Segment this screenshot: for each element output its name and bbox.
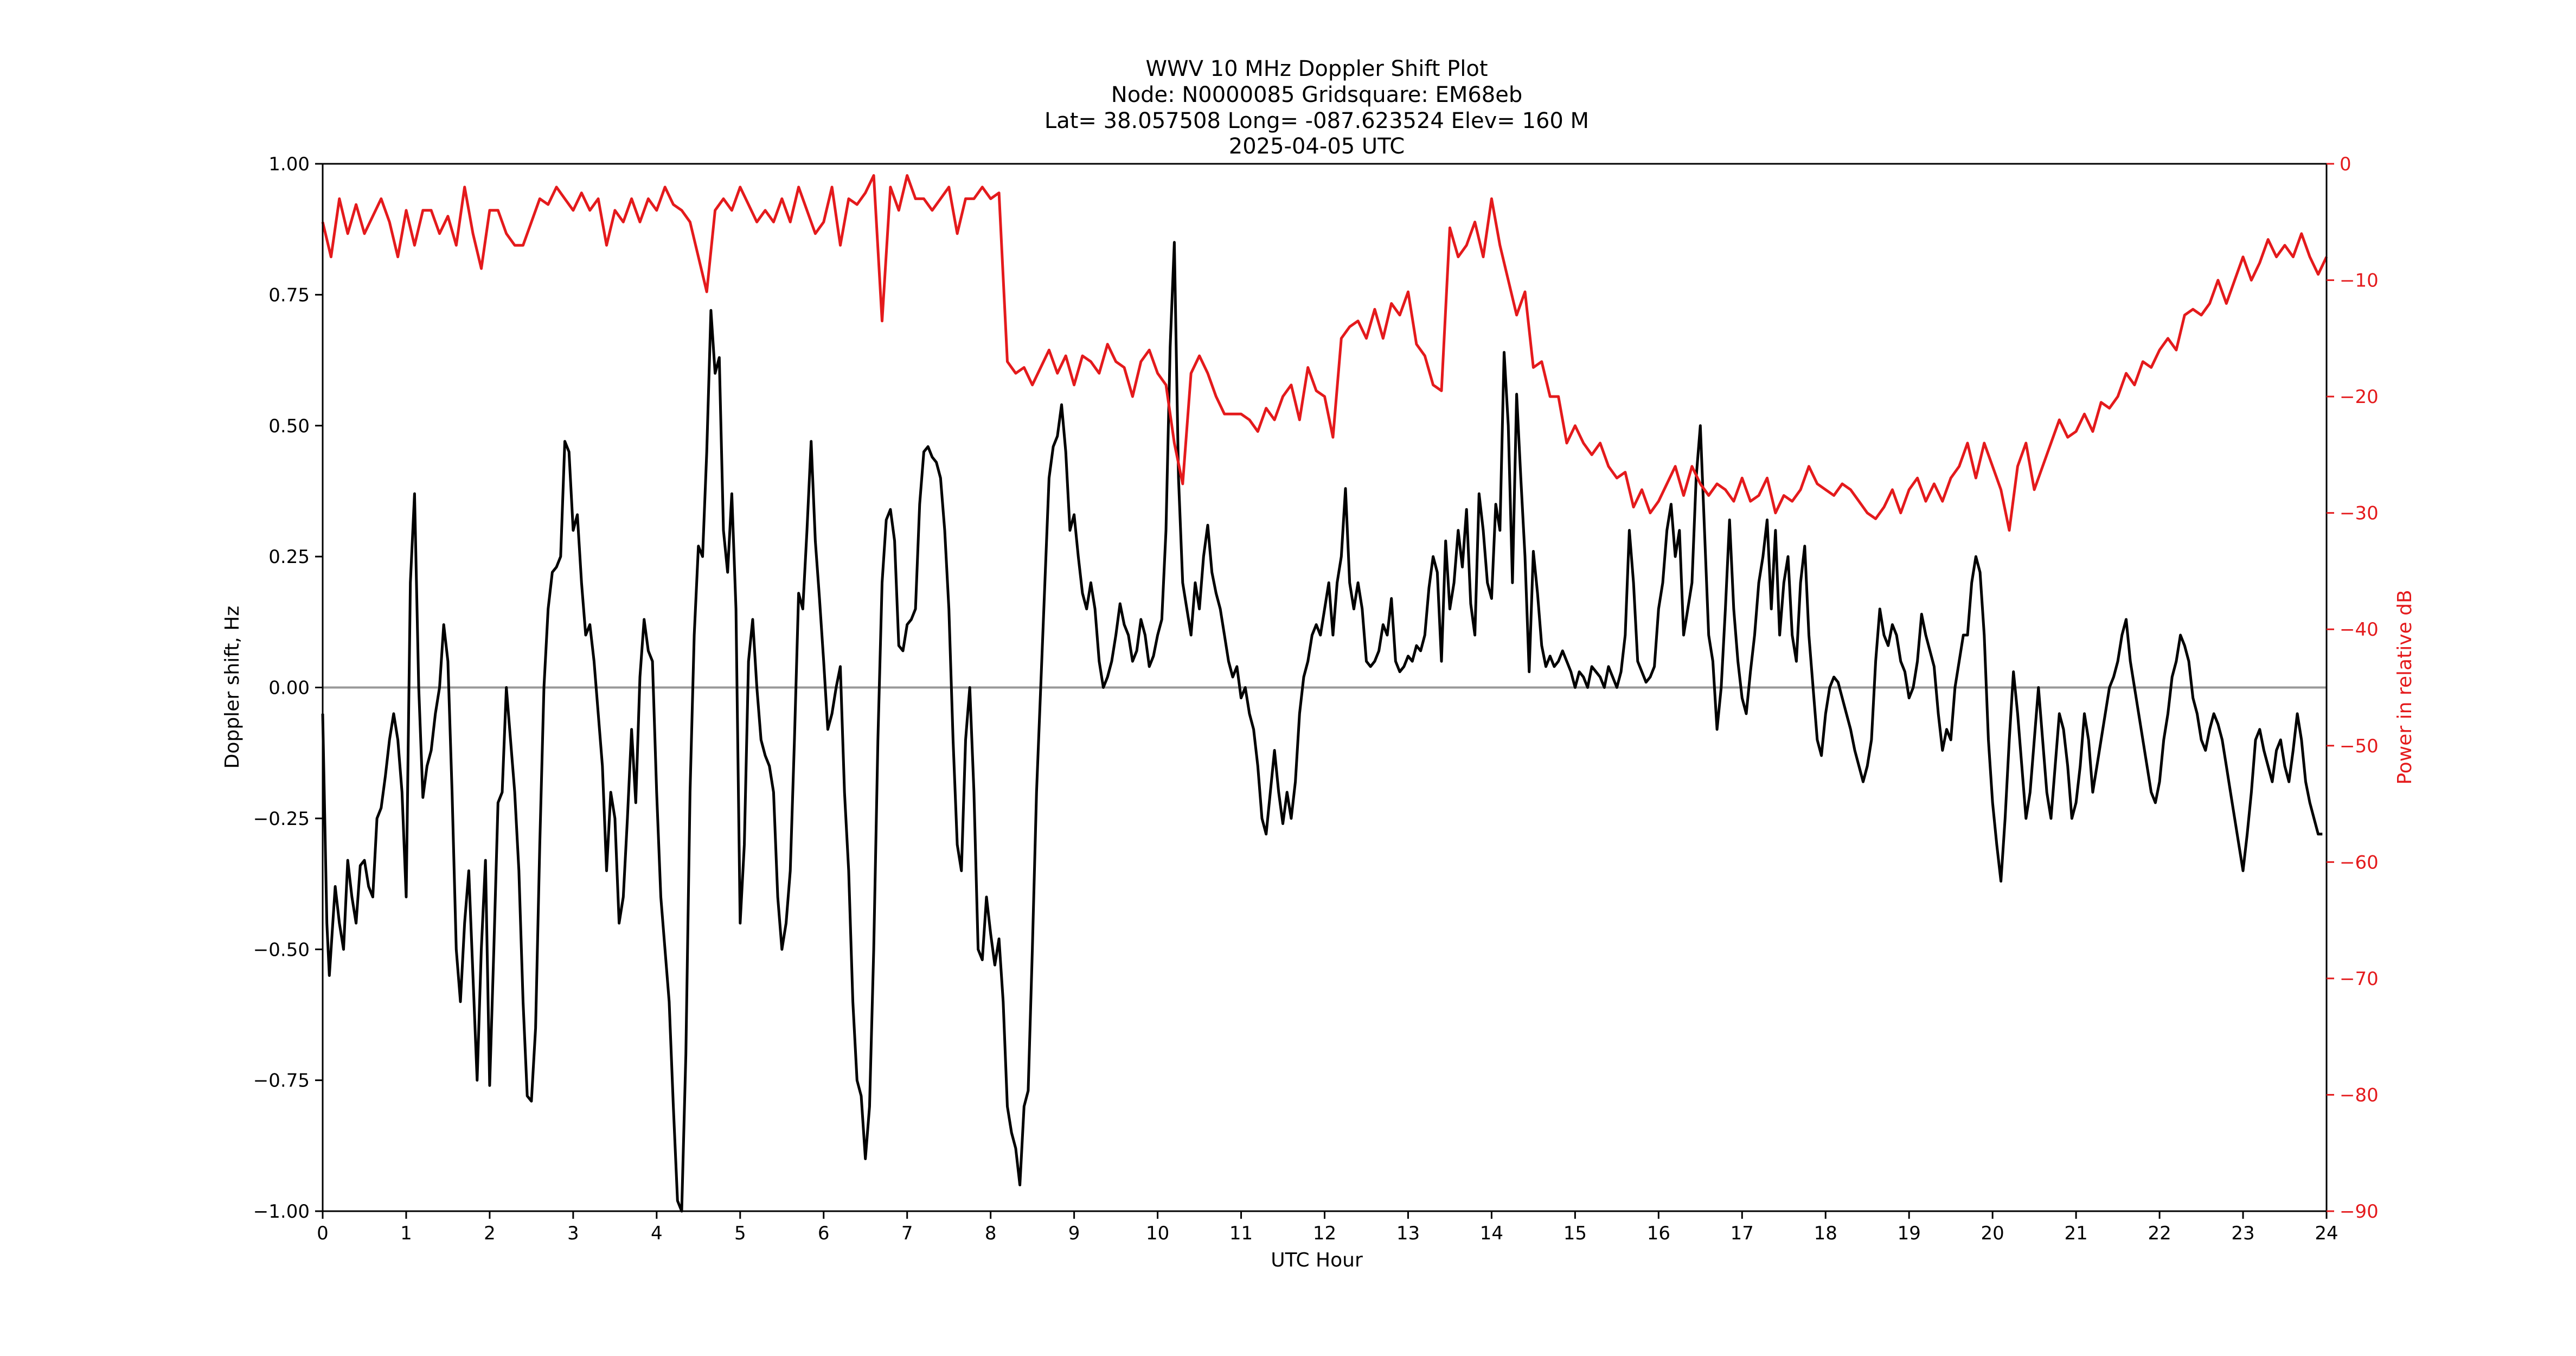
x-tick-label: 6 [818,1223,830,1244]
x-tick-label: 14 [1480,1223,1503,1244]
y-tick-label: −1.00 [253,1201,310,1223]
y-tick-label: −0.25 [253,808,310,830]
x-tick-label: 5 [734,1223,746,1244]
x-axis-label: UTC Hour [1271,1249,1363,1271]
x-tick-label: 0 [317,1223,329,1244]
y-tick-label: 0.25 [268,546,310,568]
y2-tick-label: −70 [2340,968,2379,990]
x-tick-label: 23 [2231,1223,2254,1244]
doppler-series-line [321,241,2323,1213]
y-tick-label: 0.00 [268,677,310,699]
y2-tick-label: −90 [2340,1201,2379,1223]
x-tick-label: 2 [484,1223,496,1244]
x-tick-label: 9 [1068,1223,1080,1244]
x-tick-label: 10 [1146,1223,1169,1244]
title-line-1: WWV 10 MHz Doppler Shift Plot [1145,56,1488,81]
title-line-3: Lat= 38.057508 Long= -087.623524 Elev= 1… [1045,108,1589,133]
y-tick-label: 0.50 [268,415,310,437]
y2-axis-label: Power in relative dB [2394,590,2416,784]
y-tick-label: −0.50 [253,939,310,961]
y2-tick-label: −10 [2340,270,2379,292]
y-tick-label: 1.00 [268,153,310,175]
y2-tick-label: −50 [2340,735,2379,757]
title-line-4: 2025-04-05 UTC [1229,134,1405,159]
y2-tick-label: −20 [2340,386,2379,408]
x-tick-label: 24 [2315,1223,2338,1244]
x-tick-label: 19 [1898,1223,1921,1244]
x-tick-label: 8 [985,1223,997,1244]
x-tick-label: 1 [400,1223,412,1244]
x-tick-label: 22 [2148,1223,2171,1244]
y2-tick-label: −60 [2340,852,2379,873]
x-tick-label: 16 [1647,1223,1670,1244]
plot-area: 0 1 2 3 4 5 6 7 8 9 10 11 12 13 14 15 16 17 18 19 20 21 22 23 24… [253,153,2379,1244]
x-tick-label: 15 [1563,1223,1587,1244]
x-tick-label: 13 [1396,1223,1420,1244]
x-tick-label: 4 [651,1223,663,1244]
title-line-2: Node: N0000085 Gridsquare: EM68eb [1111,82,1522,107]
y2-tick-label: −40 [2340,619,2379,641]
chart-title: WWV 10 MHz Doppler Shift Plot Node: N000… [1045,56,1589,159]
y2-tick-label: 0 [2340,153,2351,175]
x-tick-label: 21 [2064,1223,2087,1244]
x-tick-label: 11 [1229,1223,1253,1244]
x-tick-label: 17 [1731,1223,1754,1244]
y2-tick-label: −80 [2340,1084,2379,1106]
y2-tick-label: −30 [2340,503,2379,525]
x-tick-label: 20 [1981,1223,2004,1244]
y-tick-label: 0.75 [268,284,310,306]
x-tick-label: 18 [1814,1223,1837,1244]
y-axis-label: Doppler shift, Hz [221,606,243,769]
x-tick-label: 7 [901,1223,913,1244]
power-series-line [321,174,2328,532]
y-tick-label: −0.75 [253,1070,310,1092]
x-tick-label: 3 [567,1223,579,1244]
x-tick-label: 12 [1313,1223,1336,1244]
